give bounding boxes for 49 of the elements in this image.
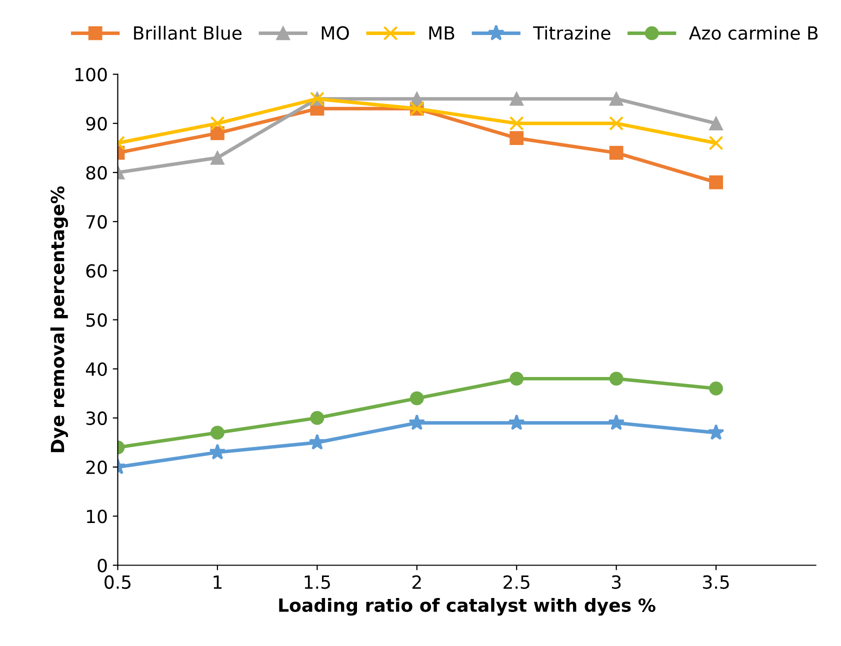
point: [510, 372, 524, 386]
y-tick-label: 50: [86, 313, 107, 327]
legend-label: MO: [322, 26, 349, 40]
point: [508, 414, 525, 430]
y-tick-label: 20: [86, 460, 107, 474]
point: [609, 116, 624, 131]
legend-label: Titrazine: [533, 26, 610, 40]
point: [509, 116, 524, 131]
point: [310, 411, 324, 425]
point: [410, 391, 424, 406]
legend-label: Brillant Blue: [134, 26, 242, 40]
point: [708, 424, 724, 440]
x-axis-title: Loading ratio of catalyst with dyes %: [279, 598, 656, 616]
point: [609, 146, 624, 160]
point: [209, 444, 226, 460]
legend-label: Azo carmine B: [689, 26, 818, 40]
y-tick-label: 100: [76, 68, 107, 82]
x-tick-label: 2: [412, 575, 421, 589]
y-tick-label: 40: [86, 362, 107, 376]
point: [709, 175, 723, 190]
y-tick-label: 90: [86, 116, 107, 130]
point: [510, 92, 524, 106]
point: [709, 382, 723, 396]
x-tick-label: 1: [214, 576, 222, 589]
x-tick-label: 2.5: [504, 575, 530, 589]
point: [609, 372, 624, 386]
point: [308, 434, 326, 450]
point: [709, 116, 723, 130]
point: [210, 126, 224, 140]
point: [510, 131, 524, 146]
y-axis-title: Dye removal percentage%: [50, 186, 68, 452]
x-tick-label: 0.5: [104, 575, 131, 589]
x-tick-label: 3.5: [703, 575, 729, 589]
y-tick-label: 0: [98, 558, 107, 572]
y-tick-label: 10: [87, 510, 107, 524]
y-tick-label: 70: [86, 215, 107, 229]
point: [408, 414, 426, 430]
y-tick-label: 80: [86, 166, 107, 180]
x-tick-label: 3: [612, 575, 621, 589]
point: [609, 92, 624, 106]
point: [608, 414, 625, 430]
x-tick-label: 1.5: [304, 576, 330, 589]
point: [708, 136, 724, 150]
y-tick-label: 60: [86, 264, 107, 278]
point: [210, 150, 224, 165]
legend-label: MB: [429, 26, 454, 40]
point: [210, 426, 224, 440]
point: [210, 116, 225, 131]
y-tick-label: 30: [86, 411, 107, 426]
